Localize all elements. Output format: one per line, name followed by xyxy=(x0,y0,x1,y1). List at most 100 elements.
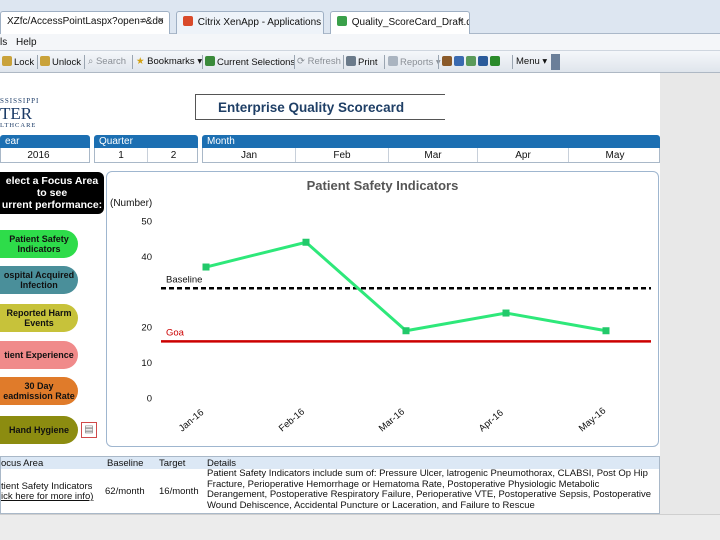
tool-icons xyxy=(442,56,502,68)
tree-icon[interactable] xyxy=(490,56,500,66)
help-icon[interactable] xyxy=(478,56,488,66)
lock-label: Lock xyxy=(14,57,35,68)
month-filter: Jan Feb Mar Apr May xyxy=(202,148,660,163)
x-tick-label: May-16 xyxy=(577,406,608,435)
search-button[interactable]: ⌕ Search xyxy=(88,56,126,67)
month-option[interactable]: Feb xyxy=(333,150,351,161)
baseline-label: Baseline xyxy=(166,274,202,285)
logo-line2: TER xyxy=(0,104,33,123)
browser-tab-bar: XZfc/AccessPointLaspx?open=&do ⌕ × Citri… xyxy=(0,0,720,34)
column-header-focus-area: ocus Area xyxy=(1,458,44,469)
data-point xyxy=(602,327,610,335)
toolbar-scroll-handle[interactable] xyxy=(551,54,560,70)
divider xyxy=(477,148,478,162)
status-bar xyxy=(0,514,720,540)
month-option[interactable]: Jan xyxy=(240,150,258,161)
target-cell: 16/month xyxy=(159,486,199,497)
page-title: Enterprise Quality Scorecard xyxy=(195,94,445,120)
close-icon[interactable]: × xyxy=(157,15,164,27)
focus-area-details-table: ocus Area Baseline Target Details tient … xyxy=(0,456,660,514)
reports-button[interactable]: Reports ▾ xyxy=(388,56,441,68)
data-point xyxy=(502,309,510,317)
table-tool-icon[interactable] xyxy=(466,56,476,66)
baseline-cell: 62/month xyxy=(105,486,145,497)
dropdown-arrow-icon: ▾ xyxy=(197,56,203,67)
edit-icon[interactable] xyxy=(442,56,452,66)
y-tick-label: 0 xyxy=(147,394,152,405)
focus-area-30-day-readmission[interactable]: 30 Day eadmission Rate xyxy=(0,377,78,405)
focus-area-patient-experience[interactable]: tient Experience xyxy=(0,341,78,369)
reports-icon xyxy=(388,56,398,66)
unlock-button[interactable]: Unlock xyxy=(40,56,81,68)
more-info-link[interactable]: ick here for more info) xyxy=(1,491,94,502)
pill-label: Indicators xyxy=(17,244,61,254)
chart-tool-icon[interactable] xyxy=(454,56,464,66)
tab-label: Citrix XenApp - Applications xyxy=(197,17,322,28)
divider xyxy=(295,148,296,162)
y-tick-label: 50 xyxy=(141,217,152,228)
toolbar: Lock Unlock ⌕ Search ★ Bookmarks ▾ Curre… xyxy=(0,51,720,73)
pill-label: Infection xyxy=(20,280,58,290)
details-cell: Patient Safety Indicators include sum of… xyxy=(207,468,652,511)
goal-label: Goa xyxy=(166,327,185,338)
separator xyxy=(384,55,385,69)
focus-area-hospital-acquired-infection[interactable]: ospital Acquired Infection xyxy=(0,266,78,294)
pill-label: eadmission Rate xyxy=(3,391,75,401)
data-point xyxy=(302,238,310,246)
chart-title: Patient Safety Indicators xyxy=(306,178,459,193)
search-icon: ⌕ xyxy=(88,56,94,67)
unlock-label: Unlock xyxy=(52,57,82,68)
citrix-icon xyxy=(183,16,193,26)
year-option[interactable]: 2016 xyxy=(27,150,50,161)
month-option[interactable]: Apr xyxy=(515,150,531,161)
prompt-line: to see xyxy=(36,187,68,199)
year-filter-header: ear xyxy=(0,135,90,148)
series-line xyxy=(205,240,607,333)
focus-area-patient-safety[interactable]: Patient Safety Indicators xyxy=(0,230,78,258)
tab-quality-scorecard[interactable]: Quality_ScoreCard_Draft.qvw × xyxy=(330,11,470,34)
quarter-option[interactable]: 1 xyxy=(118,150,124,161)
table-view-icon[interactable]: ▤ xyxy=(81,422,97,438)
lock-icon xyxy=(2,56,12,66)
month-filter-header: Month xyxy=(202,135,660,148)
star-icon: ★ xyxy=(136,56,145,67)
month-option[interactable]: May xyxy=(605,150,625,161)
month-option[interactable]: Mar xyxy=(424,150,442,161)
search-icon[interactable]: ⌕ xyxy=(141,15,147,26)
y-tick-label: 20 xyxy=(141,323,152,334)
pill-label: Patient Safety xyxy=(9,233,69,244)
quarter-filter: 1 2 xyxy=(94,148,198,163)
bookmarks-label: Bookmarks xyxy=(147,56,195,67)
current-selections-label: Current Selections xyxy=(217,57,296,68)
divider xyxy=(147,148,148,162)
x-tick-label: Jan-16 xyxy=(177,407,206,434)
print-button[interactable]: Print xyxy=(346,56,378,68)
search-label: Search xyxy=(95,56,127,67)
prompt-line: elect a Focus Area xyxy=(5,175,99,187)
reports-label: Reports xyxy=(400,57,434,68)
focus-area-hand-hygiene[interactable]: Hand Hygiene xyxy=(0,416,78,444)
quarter-option[interactable]: 2 xyxy=(170,150,177,161)
bookmarks-button[interactable]: ★ Bookmarks ▾ xyxy=(136,56,202,67)
pill-label: ospital Acquired xyxy=(3,269,75,280)
refresh-button[interactable]: ⟳ Refresh xyxy=(297,56,341,67)
focus-area-reported-harm-events[interactable]: Reported Harm Events xyxy=(0,304,78,332)
menu-item-help[interactable]: Help xyxy=(16,37,37,48)
menu-button[interactable]: Menu ▾ xyxy=(516,56,547,67)
separator xyxy=(438,55,439,69)
data-point xyxy=(402,327,410,335)
quarter-filter-header: Quarter xyxy=(94,135,198,148)
lock-button[interactable]: Lock xyxy=(2,56,34,68)
close-icon[interactable]: × xyxy=(457,15,464,27)
pill-label: tient Experience xyxy=(4,349,74,360)
browser-address-tab[interactable]: XZfc/AccessPointLaspx?open=&do ⌕ × xyxy=(0,11,170,34)
tab-label: Quality_ScoreCard_Draft.qvw xyxy=(351,17,469,28)
menu-item-tools[interactable]: ls xyxy=(0,37,8,48)
pill-label: Events xyxy=(24,318,54,328)
tab-citrix[interactable]: Citrix XenApp - Applications xyxy=(176,11,324,34)
current-selections-button[interactable]: Current Selections xyxy=(205,56,295,68)
data-point xyxy=(202,263,210,271)
separator xyxy=(512,55,513,69)
divider xyxy=(568,148,569,162)
dropdown-arrow-icon: ▾ xyxy=(542,56,548,67)
